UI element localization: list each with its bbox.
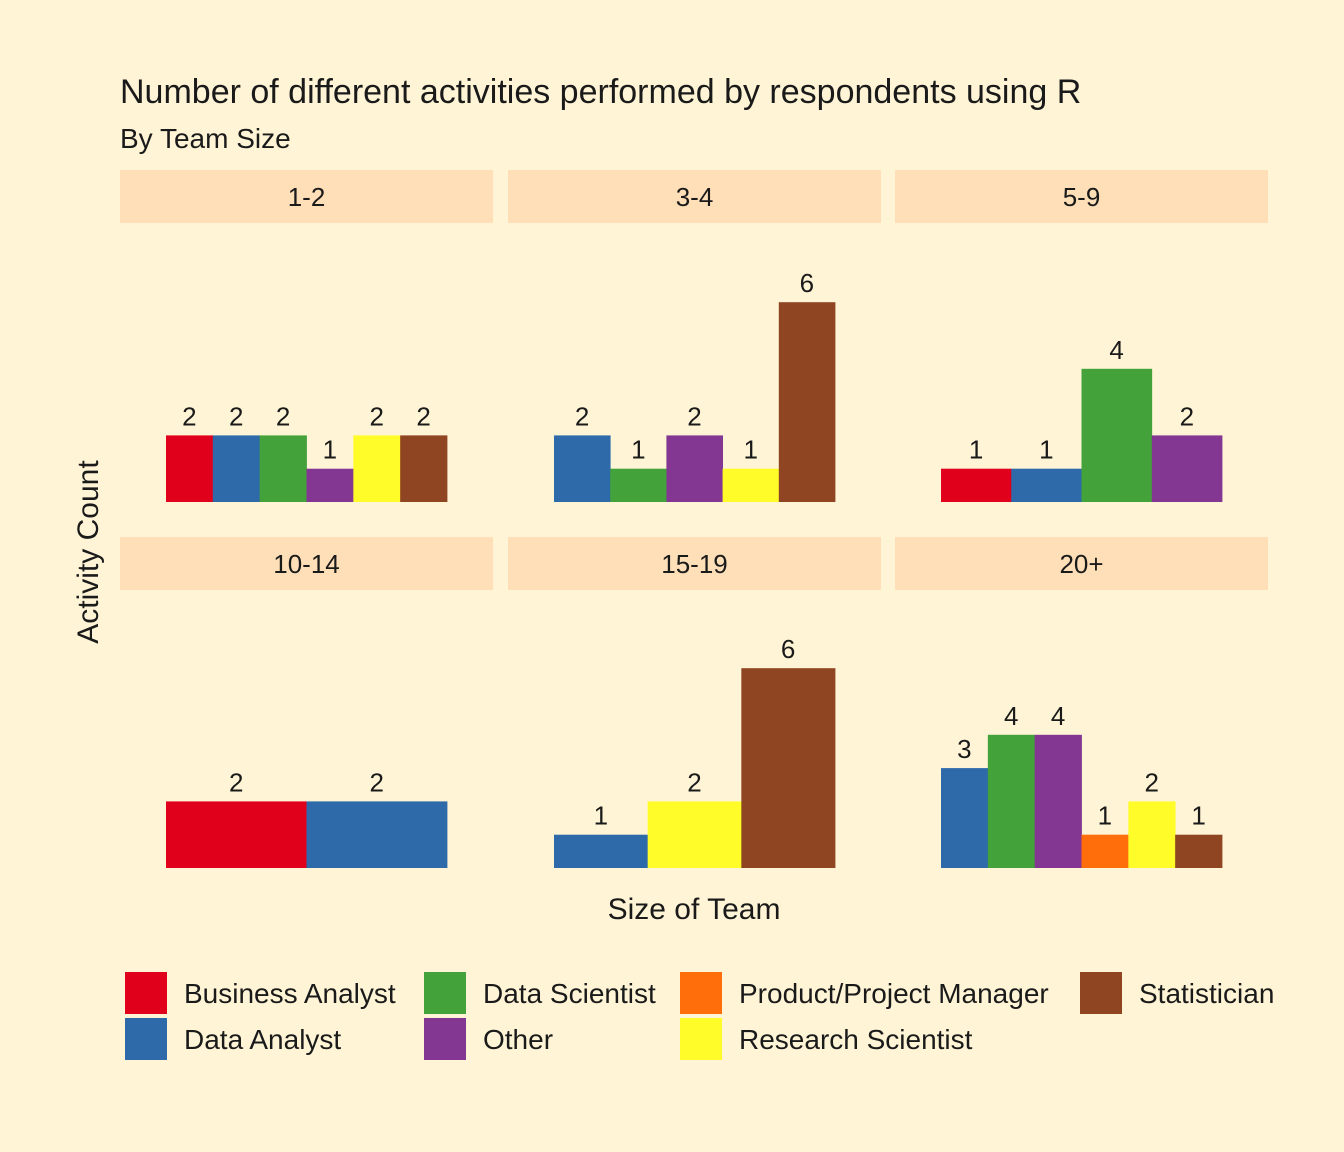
bar-value-label: 2 [575,401,589,431]
bar-research-scientist [1128,801,1176,868]
bar-business-analyst [166,435,214,502]
chart-subtitle: By Team Size [120,123,291,154]
bar-value-label: 2 [229,401,243,431]
bar-data-analyst [554,834,649,868]
legend-label: Other [483,1024,553,1055]
legend-item-other: Other [424,1018,553,1060]
facet-panel-1-2: 1-2 2 2 2 1 2 2 [120,170,493,502]
facet-panel-20: 20+ 3 4 4 1 2 1 [895,537,1268,868]
bar-value-label: 1 [969,435,983,465]
bar-value-label: 2 [182,401,196,431]
bar-research-scientist [722,468,780,502]
facet-strip [508,170,881,223]
facet-panels: 1-2 2 2 2 1 2 2 3-4 2 1 2 1 6 5-9 1 1 4 2 10-14 2 2 15-19 1 2 6 2… [120,170,1268,868]
bar-value-label: 2 [687,401,701,431]
bar-value-label: 2 [370,401,384,431]
bar-business-analyst [941,468,1012,502]
legend-swatch [125,1018,167,1060]
bar-data-scientist [1081,368,1153,502]
legend-label: Data Scientist [483,978,656,1009]
bar-statistician [1175,834,1223,868]
facet-panel-10-14: 10-14 2 2 [120,537,493,868]
facet-strip [895,170,1268,223]
bar-value-label: 1 [1039,435,1053,465]
facet-strip [508,537,881,590]
legend-swatch [424,972,466,1014]
legend-item-statistician: Statistician [1080,972,1274,1014]
bar-value-label: 1 [1098,801,1112,831]
bar-data-analyst [554,435,611,502]
facet-strip-label: 1-2 [288,182,326,212]
bar-value-label: 3 [957,734,971,764]
facet-strip [120,537,493,590]
legend-label: Product/Project Manager [739,978,1049,1009]
bar-research-scientist [353,435,401,502]
x-axis-label: Size of Team [608,893,781,926]
bar-value-label: 1 [1191,801,1205,831]
bar-value-label: 1 [743,435,757,465]
bar-other [1034,734,1082,868]
facet-panel-3-4: 3-4 2 1 2 1 6 [508,170,881,502]
legend-item-product-project-manager: Product/Project Manager [680,972,1049,1014]
bar-other [306,468,354,502]
bar-data-analyst [1011,468,1082,502]
facet-panel-5-9: 5-9 1 1 4 2 [895,170,1268,502]
facet-strip [895,537,1268,590]
facet-strip-label: 5-9 [1063,182,1101,212]
legend-swatch [424,1018,466,1060]
bar-value-label: 2 [416,401,430,431]
bar-value-label: 4 [1109,335,1123,365]
bar-value-label: 2 [687,767,701,797]
chart-title: Number of different activities performed… [120,73,1081,111]
bar-research-scientist [647,801,742,868]
legend-item-data-analyst: Data Analyst [125,1018,341,1060]
legend-swatch [680,1018,722,1060]
bar-business-analyst [166,801,307,868]
bar-data-analyst [212,435,261,502]
legend: Business Analyst Data Analyst Data Scienti… [125,972,1274,1060]
legend-swatch [680,972,722,1014]
bar-value-label: 2 [276,401,290,431]
facet-strip [120,170,493,223]
legend-item-research-scientist: Research Scientist [680,1018,973,1060]
legend-swatch [1080,972,1122,1014]
bar-value-label: 2 [1180,401,1194,431]
legend-item-business-analyst: Business Analyst [125,972,396,1014]
bar-product-project-manager [1081,834,1129,868]
facet-strip-label: 3-4 [676,182,714,212]
bar-statistician [400,435,448,502]
bar-data-scientist [610,468,667,502]
facet-strip-label: 10-14 [273,549,340,579]
legend-item-data-scientist: Data Scientist [424,972,656,1014]
legend-swatch [125,972,167,1014]
legend-label: Business Analyst [184,978,396,1009]
bar-value-label: 6 [800,268,814,298]
bar-data-analyst [306,801,448,868]
bar-data-scientist [987,734,1036,868]
bar-value-label: 2 [370,767,384,797]
bar-other [1151,435,1223,502]
facet-panel-15-19: 15-19 1 2 6 [508,537,881,868]
bar-value-label: 1 [594,801,608,831]
facet-strip-label: 20+ [1059,549,1103,579]
legend-label: Data Analyst [184,1024,341,1055]
bar-value-label: 1 [631,435,645,465]
bar-statistician [741,668,836,868]
legend-label: Statistician [1139,978,1274,1009]
legend-label: Research Scientist [739,1024,973,1055]
bar-data-analyst [941,768,989,868]
bar-value-label: 4 [1004,701,1018,731]
bar-value-label: 6 [781,634,795,664]
bar-value-label: 2 [229,767,243,797]
bar-value-label: 4 [1051,701,1065,731]
bar-other [666,435,723,502]
bar-data-scientist [259,435,307,502]
facet-strip-label: 15-19 [661,549,728,579]
y-axis-label: Activity Count [72,460,105,644]
bar-statistician [778,302,836,502]
bar-value-label: 1 [323,435,337,465]
bar-value-label: 2 [1145,767,1159,797]
